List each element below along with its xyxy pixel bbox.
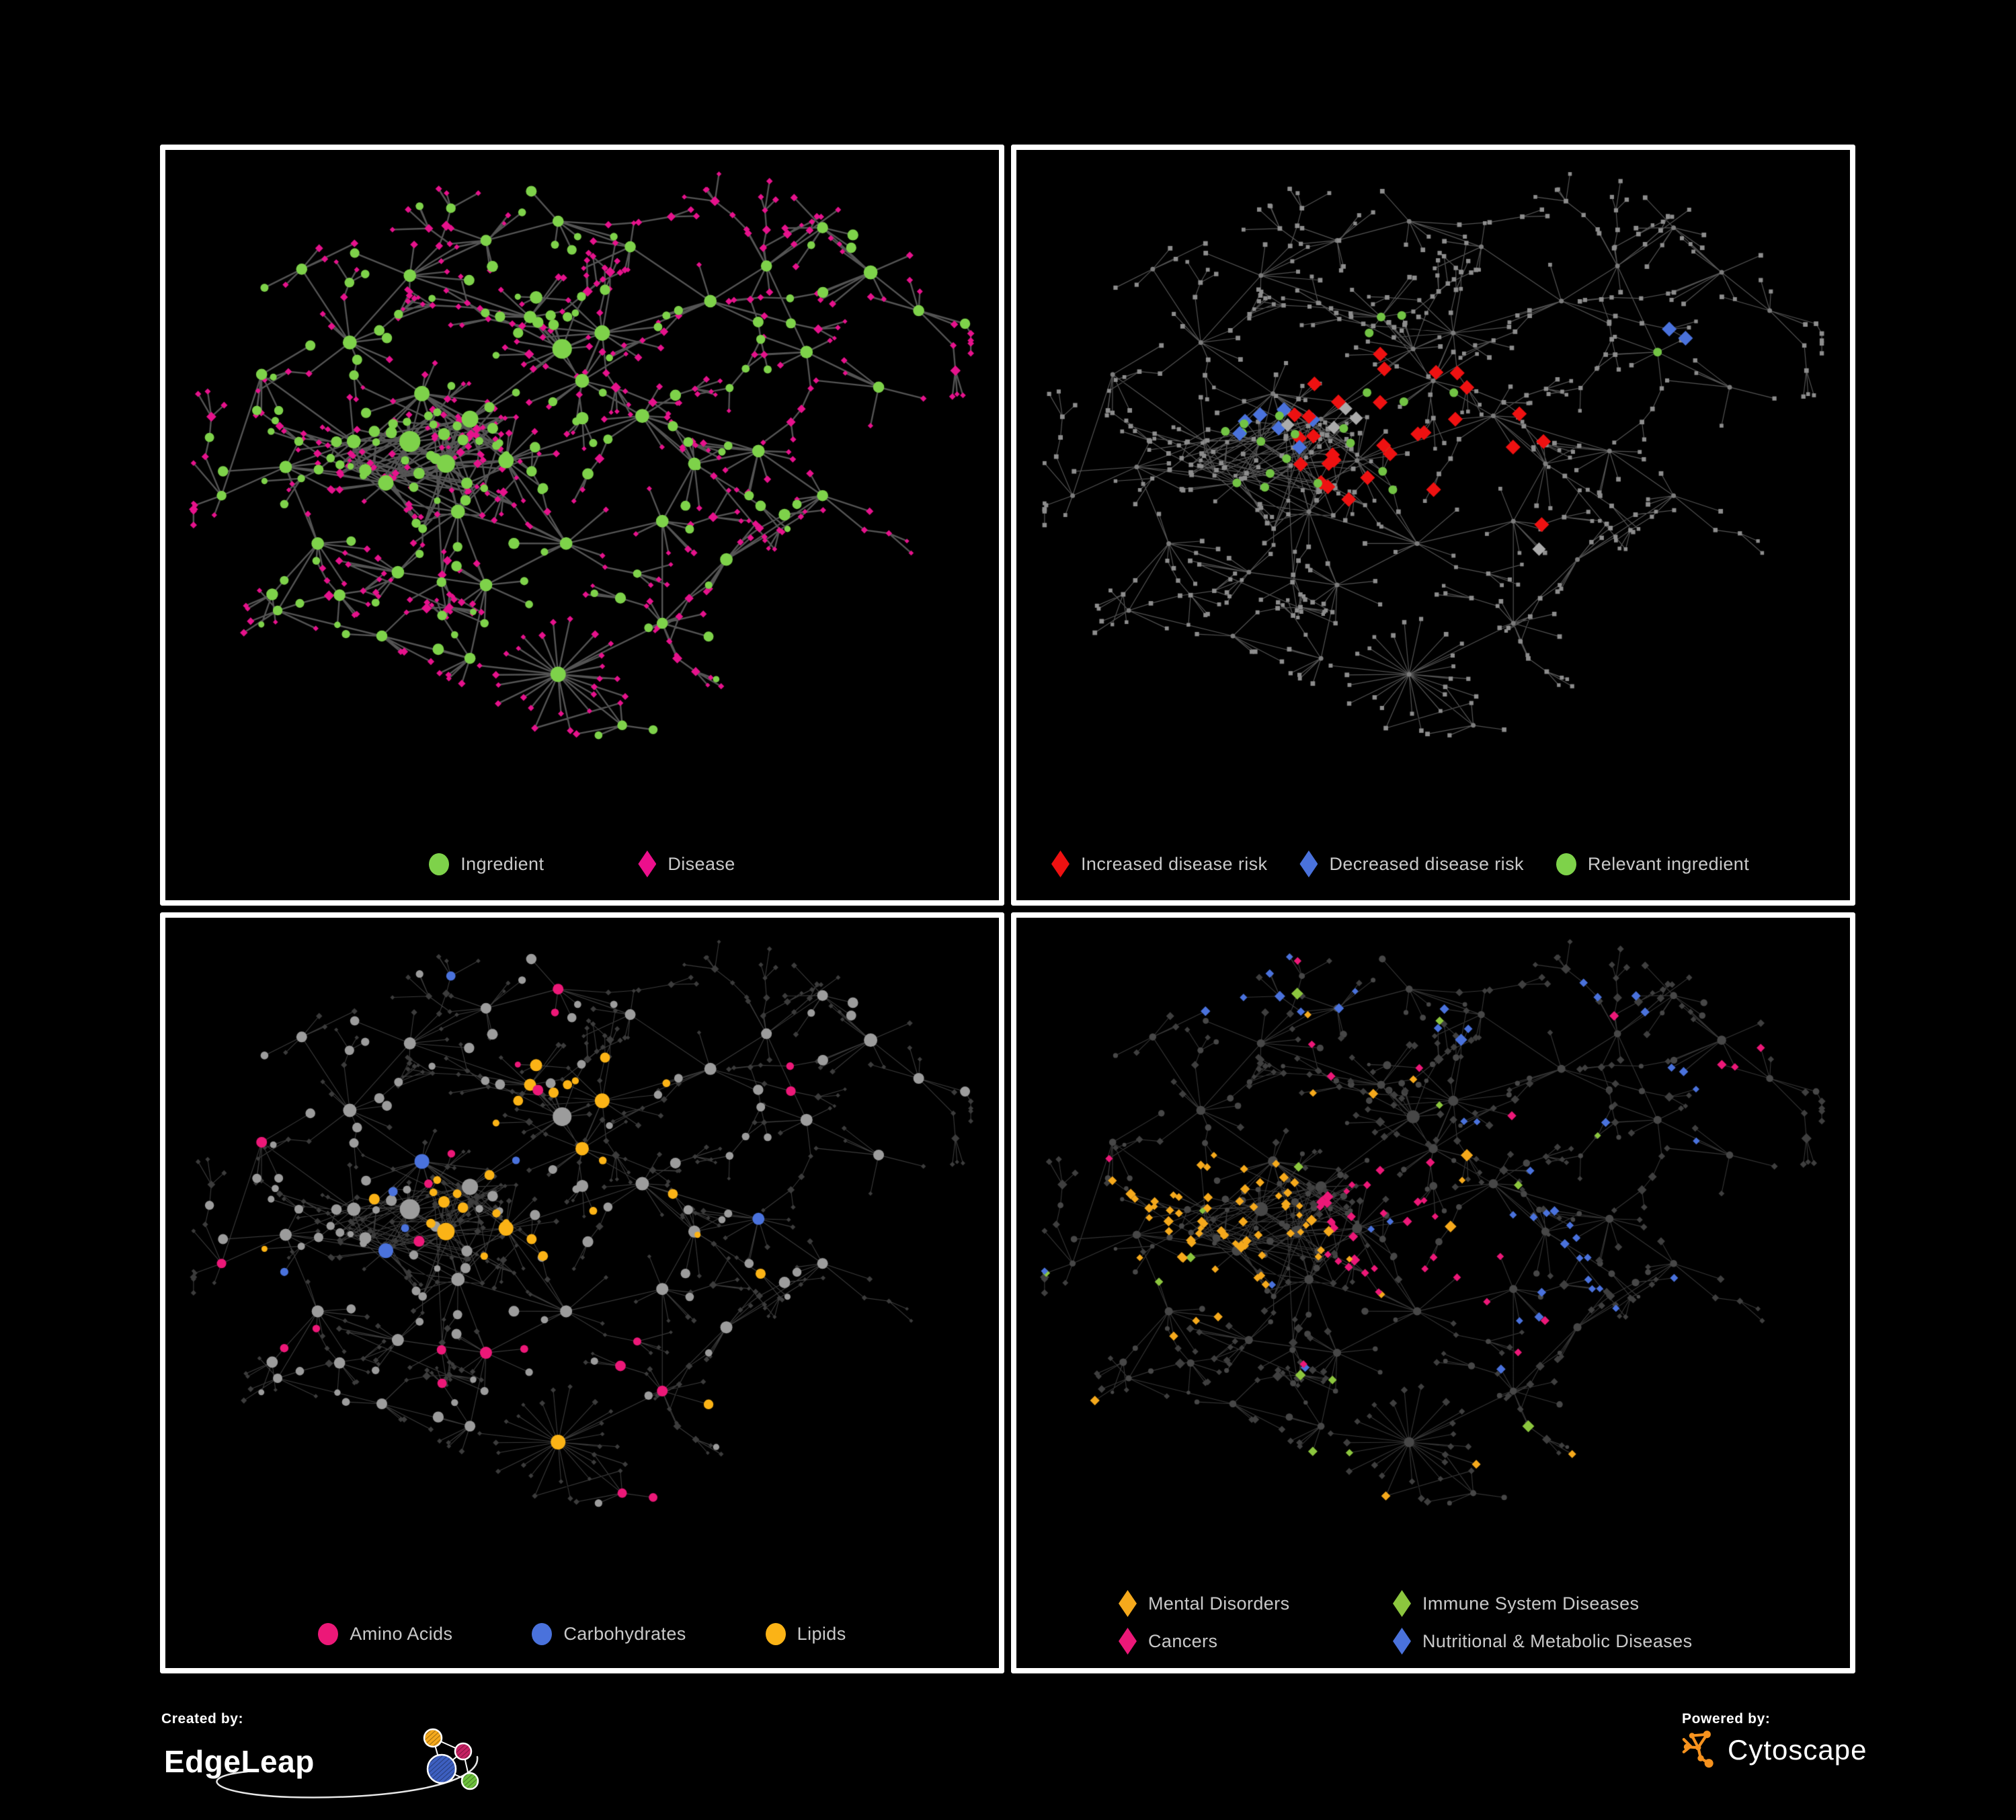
lipids-circle-icon	[765, 1623, 786, 1645]
legend-item-decreased-risk: Decreased disease risk	[1299, 850, 1523, 877]
legend-item-increased-risk: Increased disease risk	[1051, 850, 1267, 877]
legend-label-disease: Disease	[668, 853, 735, 874]
panel-disease-class: Mental Disorders Immune System Diseases …	[1011, 912, 1855, 1673]
legend-label-mental-disorders: Mental Disorders	[1148, 1593, 1290, 1614]
legend-node-type: Ingredient Disease	[165, 850, 999, 877]
legend-item-lipids: Lipids	[765, 1623, 846, 1645]
ingredient-circle-icon	[429, 853, 450, 875]
network-canvas-node-type	[165, 150, 999, 900]
cytoscape-wordmark: Cytoscape	[1728, 1734, 1867, 1766]
legend-label-increased-risk: Increased disease risk	[1081, 853, 1268, 874]
mental-disorders-diamond-icon	[1119, 1590, 1137, 1617]
powered-by-label: Powered by:	[1682, 1711, 1771, 1727]
increased-risk-diamond-icon	[1051, 850, 1070, 877]
amino-acids-circle-icon	[318, 1623, 339, 1645]
legend-ingredient-class: Amino Acids Carbohydrates Lipids	[165, 1623, 999, 1645]
legend-label-amino-acids: Amino Acids	[350, 1624, 453, 1644]
legend-disease-class: Mental Disorders Immune System Diseases …	[1119, 1590, 1692, 1655]
legend-label-relevant-ingredient: Relevant ingredient	[1587, 853, 1750, 874]
cytoscape-credit: Powered by: Cytoscape	[1682, 1711, 1867, 1770]
legend-item-mental-disorders: Mental Disorders	[1119, 1590, 1393, 1617]
cytoscape-logo: Cytoscape	[1682, 1730, 1867, 1770]
legend-label-nutritional-metabolic: Nutritional & Metabolic Diseases	[1422, 1630, 1693, 1651]
legend-label-carbohydrates: Carbohydrates	[563, 1624, 686, 1644]
legend-label-lipids: Lipids	[797, 1624, 846, 1644]
disease-diamond-icon	[638, 850, 657, 877]
panel-ingredient-class: Amino Acids Carbohydrates Lipids	[160, 912, 1004, 1673]
legend-label-immune-diseases: Immune System Diseases	[1422, 1593, 1640, 1614]
cytoscape-network-icon	[1682, 1731, 1713, 1768]
legend-item-ingredient: Ingredient	[429, 853, 544, 875]
legend-item-cancers: Cancers	[1119, 1628, 1393, 1655]
legend-disease-risk: Increased disease risk Decreased disease…	[1016, 850, 1850, 877]
relevant-ingredient-circle-icon	[1556, 853, 1576, 875]
created-by-label: Created by:	[161, 1711, 244, 1727]
legend-item-disease: Disease	[638, 850, 735, 877]
network-canvas-ingredient-class	[165, 918, 999, 1668]
legend-item-relevant-ingredient: Relevant ingredient	[1556, 853, 1749, 875]
legend-item-amino-acids: Amino Acids	[318, 1623, 452, 1645]
legend-item-nutritional-metabolic: Nutritional & Metabolic Diseases	[1393, 1628, 1692, 1655]
edgeleap-network-icon	[216, 1728, 479, 1798]
edgeleap-logo: EdgeLeap	[161, 1728, 497, 1798]
panel-disease-risk: Increased disease risk Decreased disease…	[1011, 145, 1855, 906]
network-canvas-disease-class	[1016, 918, 1850, 1668]
edgeleap-credit: Created by:	[161, 1711, 497, 1798]
cancers-diamond-icon	[1119, 1628, 1137, 1655]
legend-label-cancers: Cancers	[1148, 1630, 1218, 1651]
legend-item-carbohydrates: Carbohydrates	[532, 1623, 686, 1645]
panel-node-type: Ingredient Disease	[160, 145, 1004, 906]
legend-label-ingredient: Ingredient	[460, 853, 545, 874]
carbohydrates-circle-icon	[532, 1623, 553, 1645]
nutritional-metabolic-diamond-icon	[1393, 1628, 1411, 1655]
legend-label-decreased-risk: Decreased disease risk	[1329, 853, 1524, 874]
legend-item-immune-diseases: Immune System Diseases	[1393, 1590, 1692, 1617]
decreased-risk-diamond-icon	[1299, 850, 1318, 877]
network-canvas-disease-risk	[1016, 150, 1850, 900]
immune-diseases-diamond-icon	[1393, 1590, 1411, 1617]
edgeleap-wordmark: EdgeLeap	[164, 1744, 315, 1779]
